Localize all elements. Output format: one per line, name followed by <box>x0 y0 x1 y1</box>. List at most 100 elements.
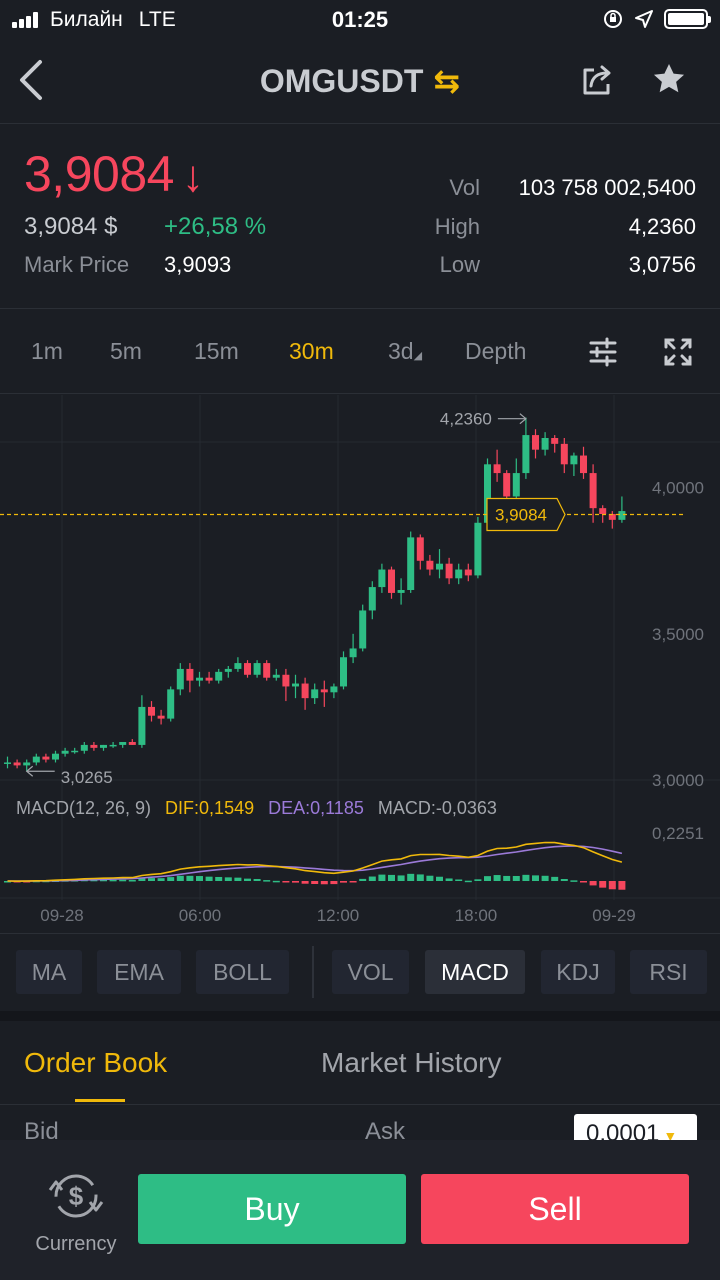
high-marker-label: 4,2360 <box>440 410 492 429</box>
candle-body <box>493 464 501 474</box>
tab-order-book[interactable]: Order Book <box>24 1047 168 1078</box>
candle-body <box>263 663 271 678</box>
macd-histogram-bar <box>205 876 213 881</box>
interval-15m[interactable]: 15m <box>194 338 239 364</box>
macd-histogram-bar <box>541 875 549 881</box>
x-tick-label: 06:00 <box>179 906 222 925</box>
candle-body <box>13 762 21 766</box>
macd-histogram-bar <box>608 881 616 890</box>
macd-legend: MACD(12, 26, 9) DIF:0,1549 DEA:0,1185 MA… <box>16 798 497 819</box>
macd-value-label: MACD:-0,0363 <box>377 798 497 818</box>
macd-histogram-bar <box>493 875 501 881</box>
x-tick-label: 09-29 <box>592 906 635 925</box>
candle-body <box>292 683 299 687</box>
price-change: +26,58 % <box>164 213 267 240</box>
svg-text:$: $ <box>69 1181 84 1211</box>
section-divider <box>0 1011 720 1021</box>
macd-histogram-bar <box>436 876 443 881</box>
indicator-macd[interactable]: MACD <box>425 950 525 994</box>
bid-column-label: Bid <box>24 1118 59 1140</box>
candle-body <box>119 742 127 745</box>
pair-name: OMGUSDT <box>259 63 424 99</box>
interval-30m[interactable]: 30m <box>289 338 334 364</box>
high-label: High <box>434 214 480 239</box>
macd-histogram-bar <box>292 881 299 883</box>
candle-body <box>100 744 107 748</box>
status-bar: Билайн LTE 01:25 <box>0 0 720 40</box>
candle-body <box>196 677 203 681</box>
interval-5m[interactable]: 5m <box>110 338 142 364</box>
share-icon[interactable] <box>580 62 616 98</box>
last-price: 3,9084 ↓ <box>24 145 204 203</box>
candle-body <box>4 762 11 764</box>
macd-histogram-bar <box>407 873 415 881</box>
interval-depth[interactable]: Depth <box>465 338 527 364</box>
macd-histogram-bar <box>253 878 261 881</box>
macd-histogram-bar <box>416 874 424 881</box>
precision-select[interactable]: 0,0001 ▼ <box>574 1114 697 1140</box>
battery-icon <box>664 9 711 29</box>
indicator-ema[interactable]: EMA <box>97 950 181 994</box>
macd-dea-label: DEA:0,1185 <box>268 798 364 818</box>
high-value: 4,2360 <box>628 214 696 239</box>
orderbook-tabs: Order Book Market History <box>0 1021 720 1105</box>
indicator-tabs: MA EMA BOLL VOL MACD KDJ RSI <box>0 933 720 1011</box>
buy-button[interactable]: Buy <box>138 1174 406 1244</box>
macd-histogram-bar <box>426 875 434 881</box>
pair-title[interactable]: OMGUSDT ⇆ <box>0 62 720 100</box>
fullscreen-icon[interactable] <box>658 332 698 372</box>
tab-market-history[interactable]: Market History <box>321 1047 502 1078</box>
macd-histogram-bar <box>157 878 165 881</box>
status-right <box>602 8 711 30</box>
macd-dif-line <box>7 841 623 883</box>
candle-body <box>224 668 232 672</box>
chart-settings-icon[interactable] <box>583 332 623 372</box>
indicator-ma[interactable]: MA <box>16 950 82 994</box>
active-tab-indicator <box>75 1099 125 1102</box>
sell-button[interactable]: Sell <box>421 1174 689 1244</box>
candle-body <box>397 590 405 593</box>
price-down-arrow-icon: ↓ <box>181 152 204 201</box>
indicator-vol[interactable]: VOL <box>332 950 409 994</box>
interval-tabs: 1m 5m 15m 30m 3d◢ Depth <box>0 310 720 394</box>
macd-histogram-bar <box>551 876 559 881</box>
macd-histogram-bar <box>388 874 395 881</box>
swap-icon[interactable]: ⇆ <box>433 63 461 99</box>
candle-body <box>445 563 453 579</box>
candle-body <box>282 674 290 687</box>
favorite-star-icon[interactable] <box>650 60 688 98</box>
candle-body <box>148 706 155 716</box>
candle-body <box>522 435 530 474</box>
current-price-tag <box>486 497 566 532</box>
macd-histogram-bar <box>167 877 175 881</box>
indicator-boll[interactable]: BOLL <box>196 950 289 994</box>
indicator-rsi[interactable]: RSI <box>630 950 707 994</box>
currency-button[interactable]: $ Currency <box>26 1168 126 1256</box>
candle-body <box>253 663 261 675</box>
macd-histogram-bar <box>560 878 568 881</box>
macd-histogram-bar <box>109 879 117 882</box>
candle-body <box>580 455 587 474</box>
macd-histogram-bar <box>196 876 203 881</box>
location-icon <box>635 10 653 28</box>
precision-value: 0,0001 <box>586 1120 660 1140</box>
candle-body <box>541 438 549 450</box>
macd-histogram-bar <box>359 878 367 881</box>
macd-histogram-bar <box>464 880 472 883</box>
low-marker-label: 3,0265 <box>61 768 113 787</box>
ask-column-label: Ask <box>365 1118 406 1140</box>
candle-body <box>484 464 491 523</box>
candle-body <box>340 657 347 687</box>
candle-body <box>330 686 338 693</box>
interval-3d[interactable]: 3d◢ <box>388 338 422 365</box>
macd-axis-label: 0,2251 <box>652 824 704 843</box>
candle-body <box>560 443 568 465</box>
macd-histogram-bar <box>320 881 328 885</box>
y-tick-label: 4,0000 <box>652 479 704 498</box>
macd-histogram-bar <box>263 880 271 882</box>
indicator-kdj[interactable]: KDJ <box>541 950 615 994</box>
interval-1m[interactable]: 1m <box>31 338 63 364</box>
interval-3d-label: 3d <box>388 338 414 364</box>
price-chart[interactable]: 4,0000 3,5000 3,0000 3,9084 4,2360 3,0265 0,22… <box>0 395 720 932</box>
back-icon[interactable] <box>14 58 50 102</box>
